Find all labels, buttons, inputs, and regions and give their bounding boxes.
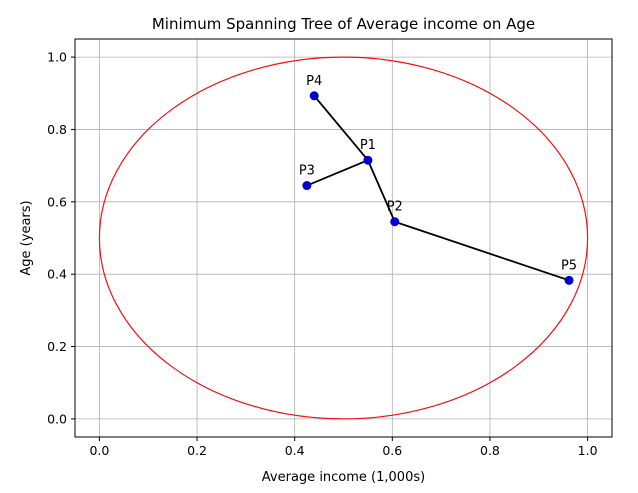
point-label: P1 bbox=[360, 138, 376, 153]
x-tick-label: 0.4 bbox=[285, 443, 305, 458]
y-axis-ticks: 0.0 0.2 0.4 0.6 0.8 1.0 bbox=[47, 50, 75, 426]
mst-edge bbox=[306, 159, 369, 187]
mst-edges bbox=[306, 95, 570, 282]
point-label: P2 bbox=[387, 200, 403, 215]
y-tick-label: 0.2 bbox=[47, 339, 67, 354]
y-tick-label: 0.4 bbox=[47, 267, 67, 282]
plot-frame bbox=[74, 38, 613, 438]
point-label: P3 bbox=[299, 164, 315, 179]
point-label: P4 bbox=[306, 74, 322, 89]
mst-edge bbox=[313, 95, 369, 161]
mst-edge bbox=[367, 159, 396, 223]
data-points bbox=[302, 91, 574, 285]
y-tick-label: 0.0 bbox=[47, 411, 67, 426]
y-tick-label: 0.6 bbox=[47, 194, 67, 209]
y-axis-label: Age (years) bbox=[19, 200, 34, 275]
x-axis-ticks: 0.0 0.2 0.4 0.6 0.8 1.0 bbox=[89, 437, 598, 458]
mst-edge bbox=[394, 220, 570, 282]
point-label: P5 bbox=[561, 258, 577, 273]
data-point bbox=[390, 217, 400, 227]
unit-circle-ellipse bbox=[98, 56, 589, 420]
x-axis-label: Average income (1,000s) bbox=[262, 470, 425, 485]
y-tick-label: 0.8 bbox=[47, 122, 67, 137]
x-tick-label: 0.8 bbox=[480, 443, 500, 458]
x-tick-label: 0.2 bbox=[187, 443, 207, 458]
data-point bbox=[363, 155, 373, 165]
chart-title: Minimum Spanning Tree of Average income … bbox=[152, 15, 535, 33]
grid-lines bbox=[75, 39, 612, 437]
data-point bbox=[309, 91, 319, 101]
data-point bbox=[564, 275, 574, 285]
data-point bbox=[302, 181, 312, 191]
ellipse-layer bbox=[98, 56, 589, 420]
x-tick-label: 0.6 bbox=[382, 443, 402, 458]
point-labels: P1 P2 P3 P4 P5 bbox=[299, 74, 577, 274]
y-tick-label: 1.0 bbox=[47, 50, 67, 65]
x-tick-label: 1.0 bbox=[578, 443, 598, 458]
x-tick-label: 0.0 bbox=[89, 443, 109, 458]
